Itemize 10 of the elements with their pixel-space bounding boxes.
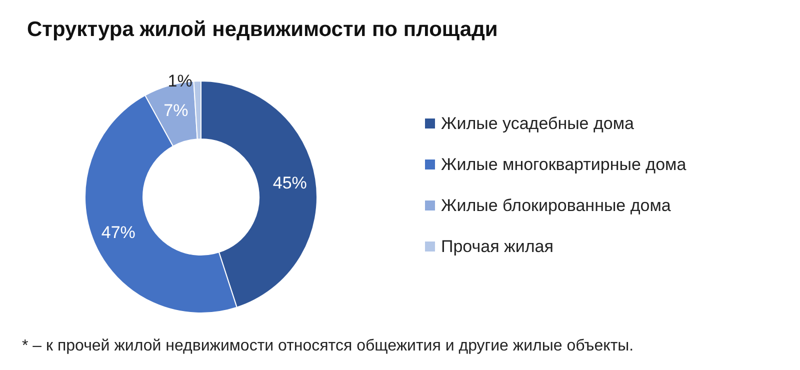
chart-title: Структура жилой недвижимости по площади [27, 18, 498, 41]
legend-label: Прочая жилая [441, 237, 554, 256]
data-label: 7% [164, 101, 188, 120]
data-label: 47% [101, 223, 136, 242]
legend-label: Жилые блокированные дома [441, 196, 672, 215]
text: * – к прочей жилой недвижимости относятся общежития и другие жилые объекты. [22, 338, 634, 354]
data-label: 1% [168, 72, 192, 91]
legend-label: Жилые многоквартирные дома [441, 155, 687, 174]
data-label: 45% [272, 173, 307, 192]
legend-label: Жилые усадебные дома [441, 114, 635, 133]
